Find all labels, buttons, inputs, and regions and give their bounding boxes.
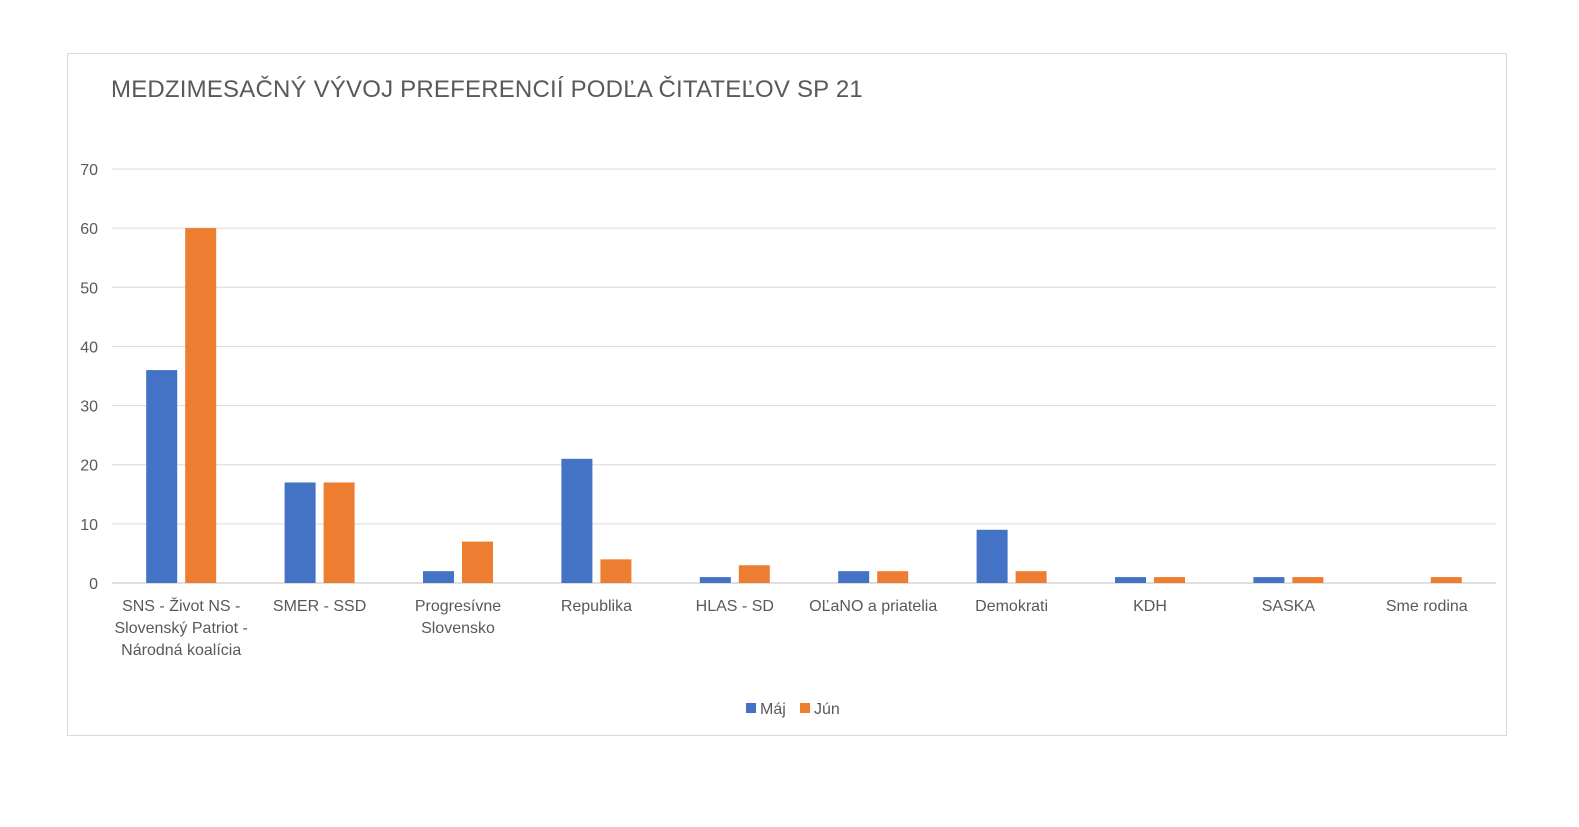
y-tick-label: 50: [80, 280, 98, 297]
x-category-label: KDH: [1133, 598, 1167, 615]
y-tick-label: 0: [89, 576, 98, 593]
bar-maj: [423, 571, 454, 583]
bar-maj: [284, 482, 316, 583]
chart-frame: MEDZIMESAČNÝ VÝVOJ PREFERENCIÍ PODĽA ČIT…: [67, 53, 1507, 736]
x-category-label: SNS - Život NS -: [122, 596, 240, 615]
bar-maj: [561, 458, 593, 583]
y-tick-label: 30: [80, 399, 98, 416]
bar-jun: [1292, 577, 1324, 583]
chart-title: MEDZIMESAČNÝ VÝVOJ PREFERENCIÍ PODĽA ČIT…: [111, 76, 863, 103]
x-category-label: Sme rodina: [1386, 598, 1468, 615]
x-category-label: Národná koalícia: [121, 642, 241, 659]
x-category-label: SASKA: [1262, 598, 1316, 615]
bar-maj: [838, 571, 870, 583]
x-category-label: Progresívne: [415, 598, 501, 615]
bar-jun: [600, 559, 632, 583]
y-tick-label: 60: [80, 221, 98, 238]
bar-jun: [462, 541, 493, 583]
bar-jun: [323, 482, 355, 583]
x-category-label: Demokrati: [975, 598, 1048, 615]
x-category-label: Slovensko: [421, 620, 495, 637]
bar-maj: [146, 370, 178, 583]
bar-chart: 0 10 20 30 40 50 60 70 SNS - Život NS - Slovenský…: [80, 162, 1496, 718]
legend-swatch: [746, 703, 756, 713]
x-category-label: Republika: [561, 598, 632, 615]
legend-label: Jún: [814, 701, 840, 718]
bar-jun: [1015, 571, 1047, 583]
y-tick-label: 40: [80, 339, 98, 356]
bar-maj: [1253, 577, 1285, 583]
bar-maj: [1115, 577, 1146, 583]
bar-jun: [185, 228, 217, 583]
x-category-label: HLAS - SD: [696, 598, 774, 615]
bar-maj: [976, 529, 1008, 583]
bar-jun: [877, 571, 909, 583]
legend-label: Máj: [760, 701, 786, 718]
y-tick-label: 20: [80, 458, 98, 475]
x-category-label: OĽaNO a priatelia: [809, 598, 937, 615]
bar-maj: [699, 577, 731, 583]
bar-jun: [1154, 577, 1185, 583]
legend-swatch: [800, 703, 810, 713]
y-tick-label: 70: [80, 162, 98, 179]
x-category-label: SMER - SSD: [273, 598, 366, 615]
y-tick-label: 10: [80, 517, 98, 534]
bar-jun: [1430, 577, 1462, 583]
bar-jun: [738, 565, 770, 583]
x-category-label: Slovenský Patriot -: [115, 620, 248, 637]
